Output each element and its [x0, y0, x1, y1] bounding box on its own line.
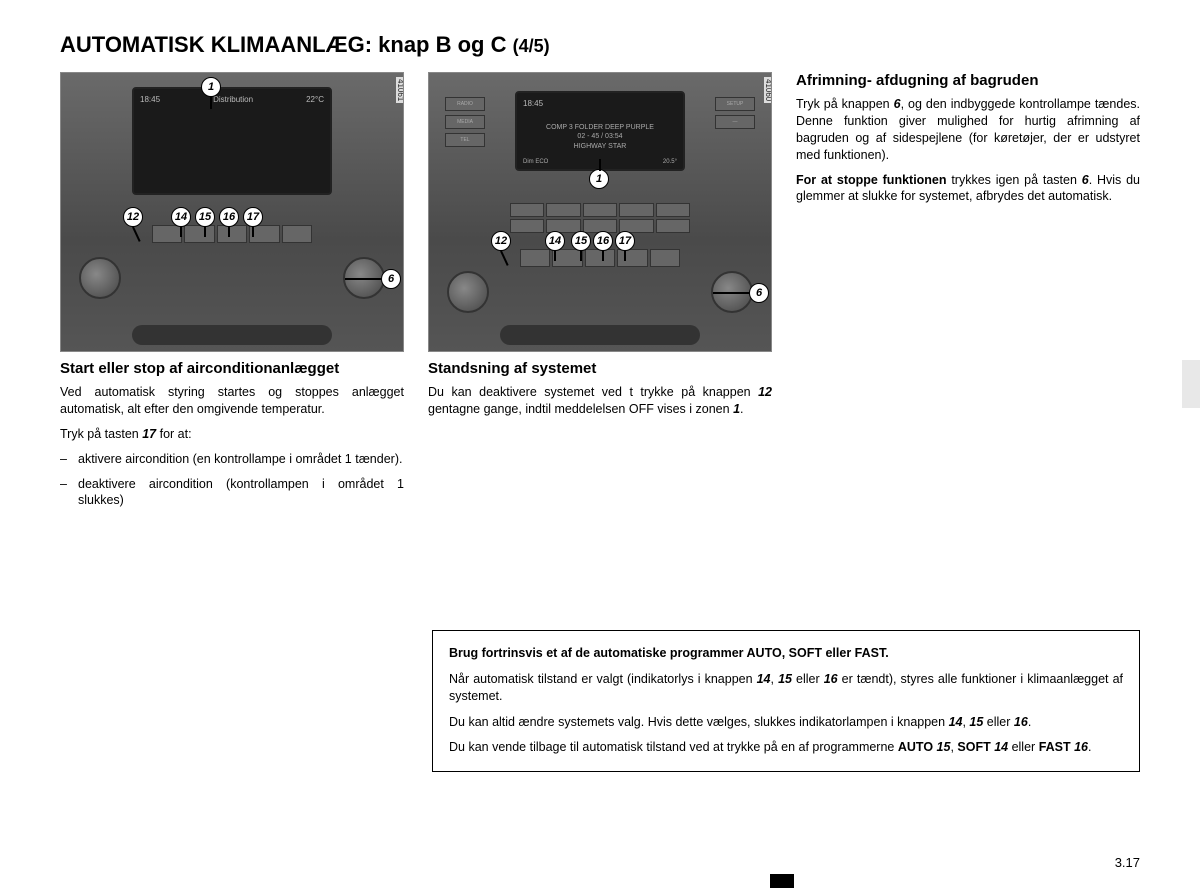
callout-15: 15: [571, 231, 591, 251]
box-p3: Du kan altid ændre systemets valg. Hvis …: [449, 714, 1123, 732]
list-item: aktivere aircondition (en kontrollampe i…: [60, 451, 404, 468]
illustration-1: 41061 18:45 Distribution 22°C 1 12: [60, 72, 404, 352]
callout-6: 6: [381, 269, 401, 289]
left-knob: [79, 257, 121, 299]
callout-16: 16: [219, 207, 239, 227]
section-heading-2: Standsning af systemet: [428, 360, 772, 378]
column-2: 41060 RADIO MEDIA TEL SETUP — 18:45 COMP…: [428, 72, 772, 517]
image-badge: 41061: [396, 77, 404, 103]
numpad: [510, 203, 690, 233]
callout-14: 14: [545, 231, 565, 251]
callout-16: 16: [593, 231, 613, 251]
right-side-buttons: SETUP —: [715, 97, 755, 129]
col2-p1: Du kan deaktivere systemet ved t trykke …: [428, 384, 772, 418]
callout-6: 6: [749, 283, 769, 303]
illustration-2: 41060 RADIO MEDIA TEL SETUP — 18:45 COMP…: [428, 72, 772, 352]
callout-12: 12: [491, 231, 511, 251]
list-item: deaktivere aircondition (kontrollampen i…: [60, 476, 404, 510]
col1-p2: Tryk på tasten 17 for at:: [60, 426, 404, 443]
box-p1: Brug fortrinsvis et af de automatiske pr…: [449, 645, 1123, 663]
callout-17: 17: [615, 231, 635, 251]
page-number: 3.17: [1115, 855, 1140, 870]
callout-14: 14: [171, 207, 191, 227]
screen-time: 18:45: [140, 95, 160, 109]
box-p4: Du kan vende tilbage til automatisk tils…: [449, 739, 1123, 757]
info-box: Brug fortrinsvis et af de automatiske pr…: [432, 630, 1140, 772]
box-p2: Når automatisk tilstand er valgt (indika…: [449, 671, 1123, 706]
side-tab: [1182, 360, 1200, 408]
image-badge: 41060: [764, 77, 772, 103]
print-mark: [770, 874, 794, 888]
page-title: AUTOMATISK KLIMAANLÆG: knap B og C (4/5): [60, 32, 1140, 58]
callout-17: 17: [243, 207, 263, 227]
col3-p1: Tryk på knappen 6, og den indbyggede kon…: [796, 96, 1140, 164]
column-3: Afrimning- afdugning af bagruden Tryk på…: [796, 72, 1140, 517]
left-side-buttons: RADIO MEDIA TEL: [445, 97, 485, 147]
callout-12: 12: [123, 207, 143, 227]
title-main: AUTOMATISK KLIMAANLÆG: knap B og C: [60, 32, 507, 57]
callout-1: 1: [201, 77, 221, 97]
col1-list: aktivere aircondition (en kontrollampe i…: [60, 451, 404, 510]
callout-1: 1: [589, 169, 609, 189]
display-screen: 18:45 Distribution 22°C: [132, 87, 332, 195]
columns: 41061 18:45 Distribution 22°C 1 12: [60, 72, 1140, 517]
left-knob: [447, 271, 489, 313]
screen-temp: 22°C: [306, 95, 324, 109]
col3-p2: For at stoppe funktionen trykkes igen på…: [796, 172, 1140, 206]
callout-15: 15: [195, 207, 215, 227]
section-heading-1: Start eller stop af airconditionanlægget: [60, 360, 404, 378]
title-sub: (4/5): [513, 36, 550, 56]
column-1: 41061 18:45 Distribution 22°C 1 12: [60, 72, 404, 517]
col1-p1: Ved automatisk styring startes og stoppe…: [60, 384, 404, 418]
section-heading-3: Afrimning- afdugning af bagruden: [796, 72, 1140, 90]
